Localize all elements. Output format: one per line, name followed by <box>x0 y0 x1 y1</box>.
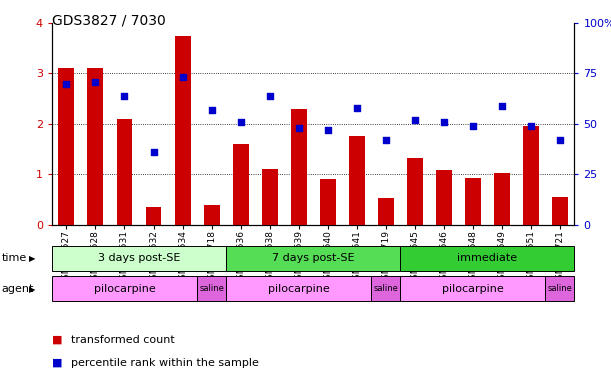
Bar <box>320 179 335 225</box>
Bar <box>52 276 197 301</box>
Point <box>381 137 390 143</box>
Point <box>468 123 478 129</box>
Point <box>410 117 420 123</box>
Bar <box>400 246 574 271</box>
Point <box>178 74 188 81</box>
Bar <box>197 276 226 301</box>
Text: time: time <box>2 253 27 263</box>
Bar <box>465 178 481 225</box>
Bar <box>494 173 510 225</box>
Bar <box>552 197 568 225</box>
Bar <box>400 276 546 301</box>
Text: percentile rank within the sample: percentile rank within the sample <box>71 358 259 368</box>
Point <box>526 123 536 129</box>
Text: pilocarpine: pilocarpine <box>442 284 503 294</box>
Bar <box>233 144 249 225</box>
Point <box>555 137 565 143</box>
Point <box>265 93 274 99</box>
Point <box>439 119 448 125</box>
Point <box>497 103 507 109</box>
Point <box>62 81 71 87</box>
Bar <box>59 68 75 225</box>
Text: ■: ■ <box>52 335 62 345</box>
Bar <box>371 276 400 301</box>
Text: saline: saline <box>373 285 398 293</box>
Text: ▶: ▶ <box>29 254 36 263</box>
Bar <box>203 205 219 225</box>
Text: 7 days post-SE: 7 days post-SE <box>272 253 354 263</box>
Bar <box>407 157 423 225</box>
Bar <box>145 207 161 225</box>
Point <box>323 127 332 133</box>
Point <box>294 125 304 131</box>
Text: GDS3827 / 7030: GDS3827 / 7030 <box>52 13 166 27</box>
Point <box>148 149 158 155</box>
Bar <box>175 36 191 225</box>
Point <box>90 78 100 84</box>
Text: immediate: immediate <box>457 253 518 263</box>
Text: pilocarpine: pilocarpine <box>93 284 155 294</box>
Text: ■: ■ <box>52 358 62 368</box>
Bar <box>262 169 277 225</box>
Bar <box>291 109 307 225</box>
Text: 3 days post-SE: 3 days post-SE <box>98 253 180 263</box>
Bar <box>52 246 226 271</box>
Point <box>352 105 362 111</box>
Bar <box>87 68 103 225</box>
Bar <box>226 276 371 301</box>
Text: saline: saline <box>199 285 224 293</box>
Bar <box>117 119 133 225</box>
Text: transformed count: transformed count <box>71 335 175 345</box>
Bar <box>226 246 400 271</box>
Bar <box>378 198 393 225</box>
Text: agent: agent <box>2 284 34 294</box>
Bar <box>349 136 365 225</box>
Point <box>236 119 246 125</box>
Point <box>207 107 216 113</box>
Text: pilocarpine: pilocarpine <box>268 284 329 294</box>
Bar <box>523 126 539 225</box>
Bar <box>546 276 574 301</box>
Text: ▶: ▶ <box>29 285 36 294</box>
Bar <box>436 170 452 225</box>
Text: saline: saline <box>547 285 573 293</box>
Point <box>120 93 130 99</box>
